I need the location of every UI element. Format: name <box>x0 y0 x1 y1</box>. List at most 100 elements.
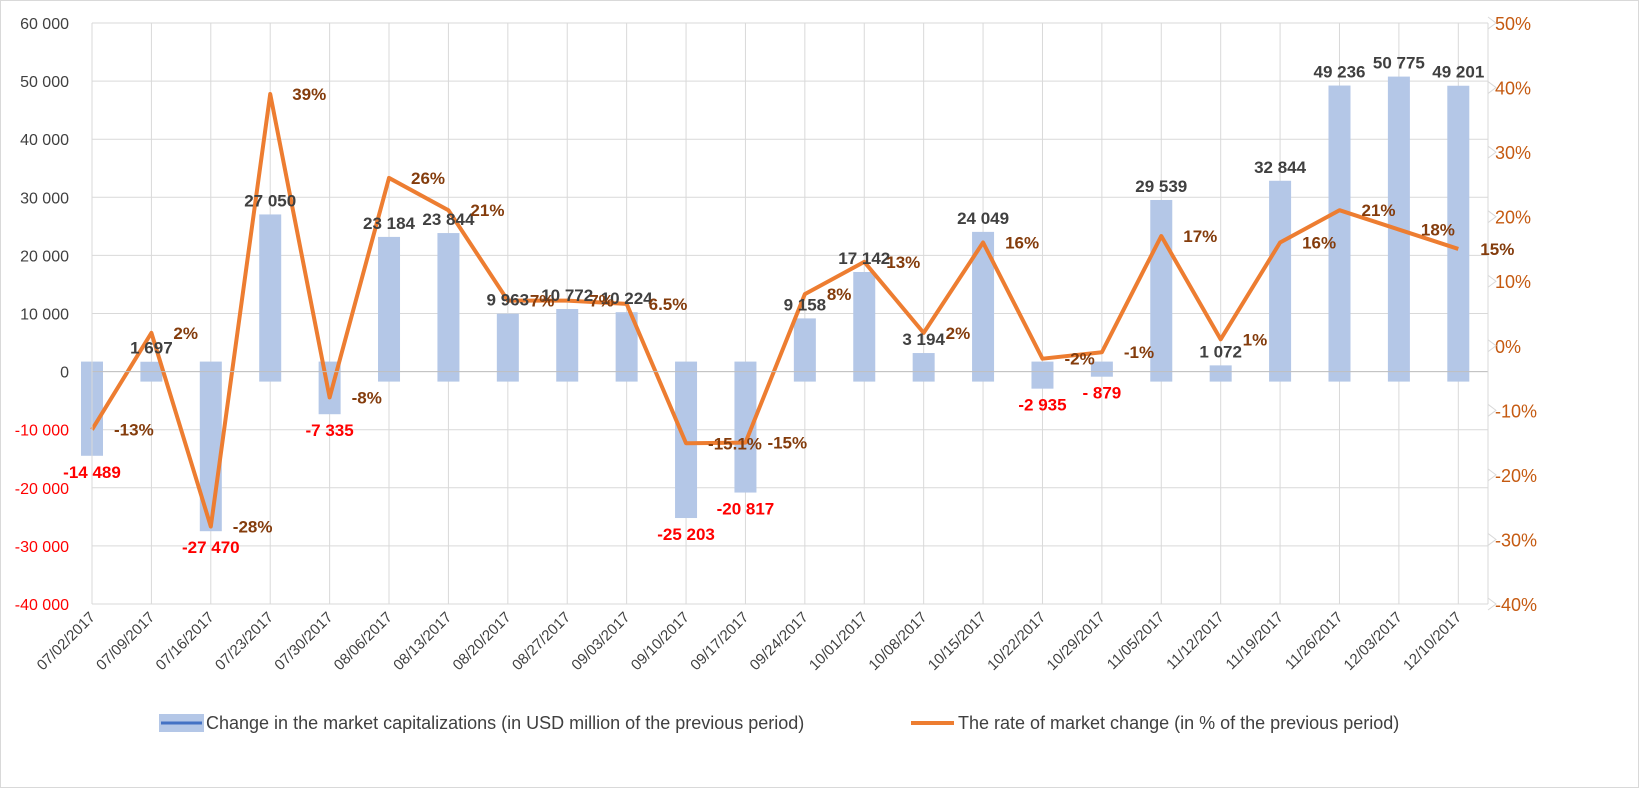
x-tick-label: 11/19/2017 <box>1223 609 1287 673</box>
x-tick-label: 12/10/2017 <box>1400 609 1465 674</box>
x-tick-label: 08/20/2017 <box>450 609 515 674</box>
bar <box>1269 180 1292 382</box>
x-tick-label: 10/15/2017 <box>925 609 990 674</box>
rate-value-label: 2% <box>946 324 971 343</box>
rate-value-label: -1% <box>1124 343 1154 362</box>
y-right-tick-mark <box>1487 468 1497 482</box>
x-tick-label: 09/10/2017 <box>628 609 693 674</box>
x-tick-label: 09/03/2017 <box>568 609 633 674</box>
rate-value-label: -28% <box>233 518 273 537</box>
bar <box>1328 85 1351 382</box>
y-left-tick-label: 10 000 <box>20 307 69 324</box>
x-tick-label: 11/05/2017 <box>1104 609 1168 673</box>
bar <box>1090 361 1113 377</box>
y-right-tick-mark <box>1487 16 1497 30</box>
rate-value-label: 8% <box>827 285 852 304</box>
y-right-tick-mark <box>1487 339 1497 353</box>
y-right-tick-label: -20% <box>1495 466 1537 486</box>
x-tick-label: 10/22/2017 <box>984 609 1049 674</box>
bar-value-label: -25 203 <box>657 525 715 544</box>
rate-value-label: 6.5% <box>649 295 688 314</box>
rate-value-label: 26% <box>411 169 445 188</box>
axes: -40 000 -30 000 -20 000 -10 000 0 10 000 20 00… <box>15 14 1537 674</box>
bar <box>734 361 757 493</box>
y-right-tick-label: -30% <box>1495 530 1537 550</box>
bar <box>437 233 460 382</box>
legend-bar-label: Change in the market capitalizations (in… <box>206 713 804 733</box>
bar-value-label: 17 142 <box>838 249 890 268</box>
data-labels: -14 489 1 697 -27 470 27 050 -7 335 23 184 23 … <box>63 54 1514 558</box>
y-right-tick-label: 20% <box>1495 208 1531 228</box>
rate-value-label: 7% <box>530 292 555 311</box>
x-tick-label: 09/17/2017 <box>687 609 752 674</box>
bar-value-label: -2 935 <box>1018 396 1066 415</box>
rate-value-label: 15% <box>1480 240 1514 259</box>
x-tick-label: 07/02/2017 <box>34 609 99 674</box>
bar-value-label: 32 844 <box>1254 158 1307 177</box>
bar-value-label: -27 470 <box>182 538 240 557</box>
bar-value-label: -20 817 <box>717 500 775 519</box>
x-tick-label: 10/08/2017 <box>865 609 930 674</box>
x-tick-label: 07/30/2017 <box>271 609 336 674</box>
bar-value-label: 50 775 <box>1373 54 1425 73</box>
x-tick-label: 09/24/2017 <box>747 609 812 674</box>
x-tick-label: 07/23/2017 <box>212 609 277 674</box>
bar <box>615 312 638 382</box>
bar <box>378 236 401 382</box>
legend: Change in the market capitalizations (in… <box>159 713 1399 733</box>
y-right-tick-mark <box>1487 210 1497 224</box>
y-left-tick-label: -10 000 <box>15 423 69 440</box>
y-right-tick-label: -10% <box>1495 401 1537 421</box>
y-left-tick-label: 30 000 <box>20 190 69 207</box>
y-right-tick-label: 50% <box>1495 14 1531 34</box>
bar-value-label: -14 489 <box>63 463 121 482</box>
rate-value-label: 21% <box>1361 201 1395 220</box>
rate-value-label: -13% <box>114 421 154 440</box>
bar <box>1447 85 1470 382</box>
y-right-tick-mark <box>1487 533 1497 546</box>
bar-value-label: - 879 <box>1082 384 1121 403</box>
y-left-tick-label: 20 000 <box>20 248 69 265</box>
x-tick-label: 10/01/2017 <box>806 609 871 674</box>
bar-value-label: 10 772 <box>541 286 593 305</box>
line-series <box>90 92 1459 529</box>
rate-value-label: 1% <box>1243 330 1268 349</box>
bar <box>853 272 876 382</box>
x-tick-label: 11/26/2017 <box>1282 609 1346 673</box>
y-left-tick-label: -30 000 <box>15 539 69 556</box>
y-right-tick-mark <box>1487 597 1497 611</box>
rate-value-label: 16% <box>1005 233 1039 252</box>
y-right-tick-label: 40% <box>1495 79 1531 99</box>
x-tick-label: 08/06/2017 <box>331 609 396 674</box>
bar-value-label: 49 201 <box>1432 63 1484 82</box>
rate-value-label: 13% <box>886 253 920 272</box>
rate-value-label: 2% <box>173 324 198 343</box>
bar-value-label: 1 072 <box>1199 342 1242 361</box>
y-left-tick-label: 40 000 <box>20 132 69 149</box>
bar-value-label: 10 224 <box>601 289 654 308</box>
bar <box>972 231 995 382</box>
y-right-tick-mark <box>1487 81 1497 94</box>
y-right-tick-mark <box>1487 274 1497 288</box>
y-right-tick-mark <box>1487 403 1497 417</box>
rate-value-label: -15.1% <box>708 434 762 453</box>
y-left-tick-label: 60 000 <box>20 16 69 33</box>
bar <box>1209 365 1232 382</box>
rate-value-label: 21% <box>470 201 504 220</box>
bar <box>912 353 935 382</box>
x-tick-label: 07/09/2017 <box>93 609 158 674</box>
y-right-tick-label: 0% <box>1495 337 1521 357</box>
bar-value-label: 29 539 <box>1135 177 1187 196</box>
bar-value-label: 23 184 <box>363 214 416 233</box>
x-tick-label: 07/16/2017 <box>153 609 218 674</box>
bar <box>1031 361 1054 389</box>
x-tick-label: 08/27/2017 <box>509 609 574 674</box>
rate-value-label: 17% <box>1183 227 1217 246</box>
rate-value-label: 16% <box>1302 233 1336 252</box>
rate-line <box>90 92 1459 529</box>
bar <box>496 313 519 382</box>
y-left-tick-label: -20 000 <box>15 481 69 498</box>
rate-value-label: -8% <box>352 388 382 407</box>
bar <box>259 214 282 382</box>
